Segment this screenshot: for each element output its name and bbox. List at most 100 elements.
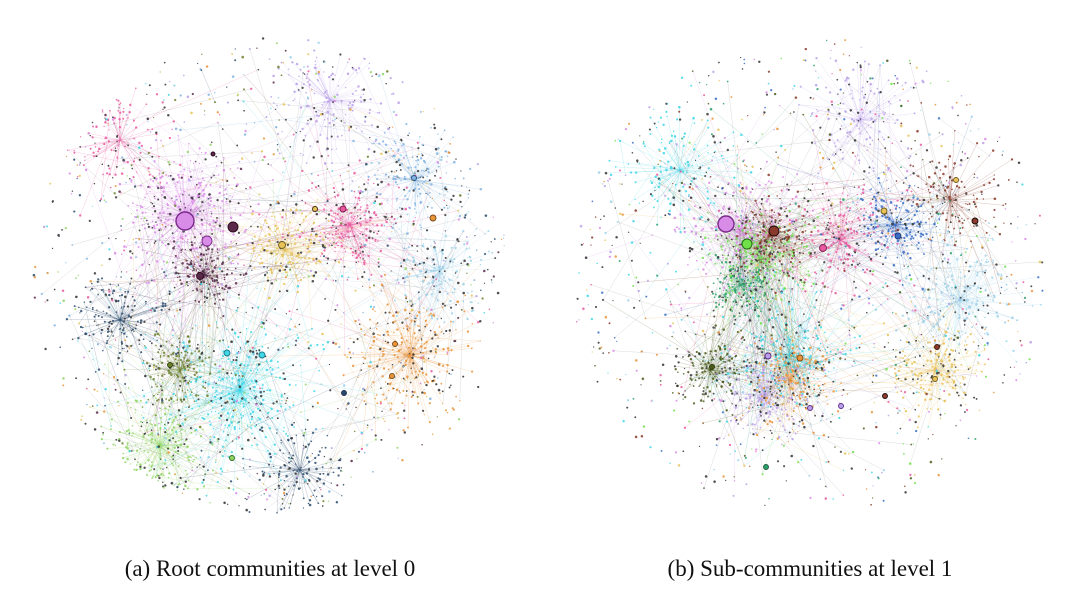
graph-node	[766, 265, 769, 268]
graph-node	[853, 248, 857, 252]
graph-node	[451, 369, 454, 372]
graph-node	[151, 307, 154, 309]
graph-node	[429, 329, 432, 332]
graph-node	[190, 431, 193, 434]
graph-node	[164, 244, 167, 247]
graph-node	[115, 98, 118, 101]
graph-node	[798, 420, 801, 423]
graph-node	[241, 383, 244, 386]
graph-node	[348, 129, 350, 131]
graph-node	[223, 276, 226, 279]
graph-node	[131, 167, 134, 170]
graph-node	[250, 225, 252, 228]
graph-node	[945, 348, 948, 351]
graph-node	[376, 402, 379, 405]
graph-node	[138, 141, 141, 145]
graph-node	[153, 364, 156, 367]
graph-node	[447, 349, 450, 352]
graph-node	[869, 189, 871, 191]
graph-node	[172, 236, 175, 239]
graph-node	[459, 194, 462, 197]
graph-node	[201, 152, 203, 154]
graph-node	[278, 152, 281, 155]
graph-node	[170, 429, 174, 432]
graph-node	[280, 393, 283, 397]
graph-node	[390, 170, 393, 173]
graph-node	[192, 199, 196, 202]
graph-node	[393, 331, 395, 334]
graph-node	[701, 238, 704, 241]
graph-node	[438, 363, 441, 366]
graph-node	[141, 406, 144, 408]
graph-node	[382, 393, 385, 396]
graph-node	[484, 214, 488, 217]
graph-node	[108, 325, 111, 328]
graph-node	[787, 336, 790, 339]
graph-node	[930, 398, 933, 400]
graph-node	[152, 225, 156, 228]
graph-node	[283, 488, 286, 491]
graph-node	[375, 192, 379, 195]
graph-node	[919, 221, 923, 224]
graph-node	[240, 157, 244, 160]
graph-node	[846, 257, 850, 261]
graph-node	[838, 416, 841, 420]
graph-node	[320, 251, 323, 254]
graph-node	[68, 314, 71, 317]
graph-node	[944, 353, 947, 356]
graph-node	[783, 205, 785, 207]
graph-node	[336, 93, 339, 96]
graph-node	[235, 358, 238, 362]
graph-node	[207, 93, 210, 97]
graph-node	[203, 230, 205, 232]
graph-node	[916, 220, 919, 224]
graph-node	[347, 402, 350, 405]
graph-node	[79, 136, 82, 138]
graph-node	[197, 194, 200, 198]
graph-node	[295, 434, 298, 437]
graph-node	[356, 458, 358, 460]
graph-node	[118, 294, 121, 297]
graph-node	[223, 193, 225, 196]
graph-node	[372, 339, 376, 343]
graph-node	[804, 366, 806, 368]
graph-node	[190, 259, 193, 262]
graph-node	[375, 195, 378, 199]
graph-node	[411, 268, 414, 270]
graph-node	[465, 247, 468, 250]
graph-node	[102, 289, 104, 291]
graph-node	[201, 224, 204, 227]
graph-node	[260, 494, 262, 496]
graph-node	[306, 418, 309, 421]
graph-node	[312, 494, 314, 497]
graph-node	[420, 338, 423, 340]
graph-node	[359, 189, 362, 193]
graph-node	[243, 109, 245, 112]
graph-node	[132, 238, 135, 241]
graph-node	[162, 349, 164, 351]
graph-node	[788, 209, 791, 213]
graph-node	[432, 279, 435, 282]
graph-node	[437, 337, 439, 339]
graph-node	[723, 249, 726, 252]
graph-node	[784, 386, 786, 388]
graph-node	[460, 308, 463, 311]
graph-node	[182, 363, 185, 366]
graph-node	[357, 67, 361, 70]
graph-node	[91, 121, 94, 124]
graph-node	[103, 125, 105, 128]
graph-node	[237, 262, 239, 265]
graph-node	[843, 229, 846, 231]
graph-node	[357, 196, 361, 200]
graph-node	[361, 190, 364, 194]
graph-node	[423, 343, 426, 345]
graph-node	[289, 145, 292, 148]
graph-node	[886, 240, 888, 242]
graph-node	[134, 458, 136, 461]
graph-node	[365, 162, 368, 166]
graph-node	[905, 340, 909, 344]
graph-node	[268, 233, 271, 237]
graph-node	[307, 53, 310, 56]
graph-node	[130, 277, 133, 280]
graph-node	[275, 400, 278, 403]
